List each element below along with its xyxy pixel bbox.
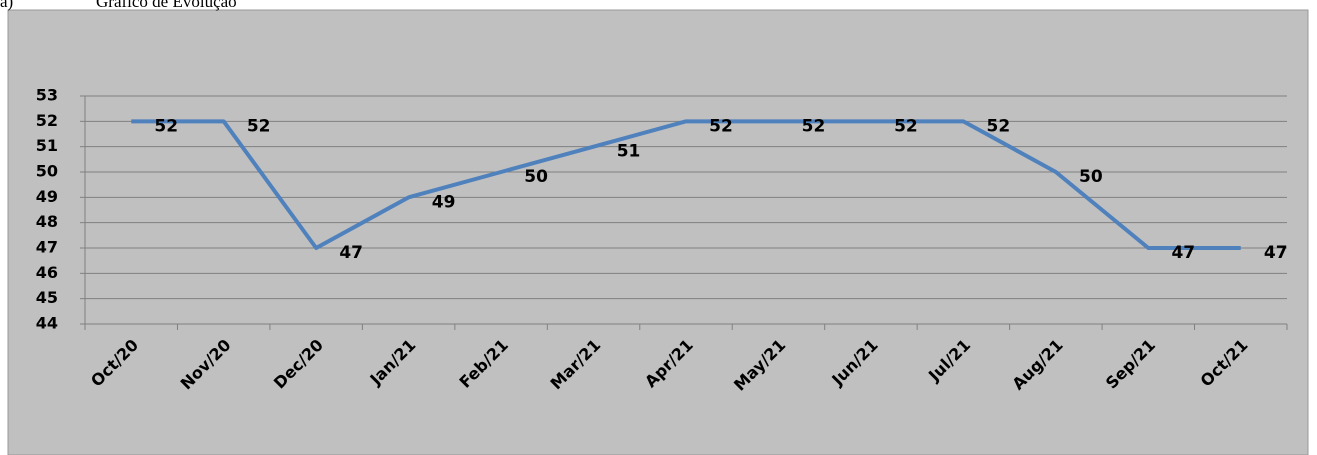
caption-marker: a) (0, 0, 13, 11)
y-tick-label: 46 (36, 263, 58, 282)
data-label: 50 (524, 167, 548, 187)
data-label: 52 (709, 116, 733, 136)
caption-text: Gráfico de Evolução (96, 0, 237, 11)
y-tick-label: 52 (36, 111, 58, 130)
data-label: 52 (154, 116, 178, 136)
y-tick-label: 49 (36, 187, 58, 206)
data-label: 47 (1264, 243, 1288, 263)
y-tick-label: 48 (36, 212, 58, 231)
data-label: 52 (802, 116, 826, 136)
y-tick-label: 47 (36, 238, 58, 257)
y-tick-label: 45 (36, 288, 58, 307)
data-label: 47 (339, 243, 363, 263)
chart-background (7, 9, 1309, 455)
data-label: 49 (432, 192, 456, 212)
data-label: 52 (894, 116, 918, 136)
data-label: 52 (247, 116, 271, 136)
data-label: 51 (617, 142, 641, 162)
data-label: 47 (1171, 243, 1195, 263)
y-tick-label: 51 (36, 136, 58, 155)
data-label: 52 (987, 116, 1011, 136)
series-line (131, 119, 1241, 250)
data-label: 50 (1079, 167, 1103, 187)
y-tick-label: 50 (36, 162, 58, 181)
y-tick-label: 53 (36, 86, 58, 105)
y-tick-label: 44 (36, 314, 58, 333)
